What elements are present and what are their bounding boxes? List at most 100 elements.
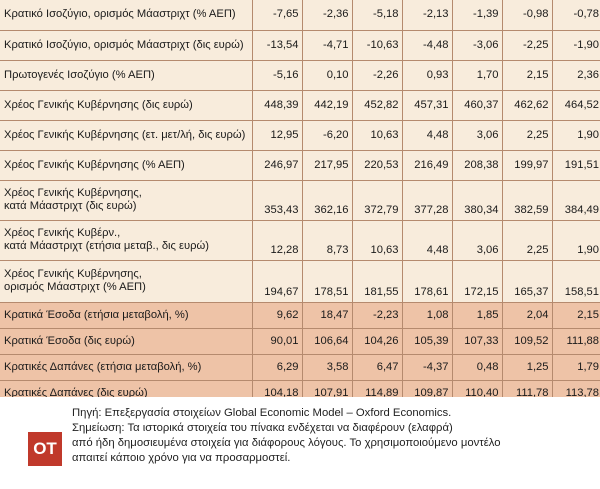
value-cell: 12,28 <box>252 220 303 261</box>
value-cell: 217,95 <box>302 150 353 181</box>
ot-logo: ΟΤ <box>28 432 62 466</box>
value-cell: 380,34 <box>452 180 503 221</box>
row-label-line: ορισμός Μάαστριχτ (% ΑΕΠ) <box>4 281 146 293</box>
value-cell: 107,33 <box>452 328 503 355</box>
table-row: Κρατικές Δαπάνες (ετήσια μεταβολή, %) 6,2… <box>0 354 600 381</box>
value-cell: 1,90 <box>552 120 600 151</box>
table-row: Κρατικά Έσοδα (ετήσια μεταβολή, %) 9,62 18… <box>0 302 600 329</box>
value-cell: -5,18 <box>352 0 403 31</box>
value-cell: 384,49 <box>552 180 600 221</box>
row-label-line: κατά Μάαστριχτ (ετήσια μεταβ., δις ευρώ) <box>4 240 209 252</box>
table-row: Χρέος Γενικής Κυβέρνησης, ορισμός Μάαστρι… <box>0 260 600 303</box>
value-cell: 12,95 <box>252 120 303 151</box>
note-line: από ήδη δημοσιευμένα στοιχεία για διάφορ… <box>72 437 501 449</box>
value-cell: 452,82 <box>352 90 403 121</box>
footnotes: Πηγή: Επεξεργασία στοιχείων Global Econo… <box>72 406 592 466</box>
value-cell: -0,78 <box>552 0 600 31</box>
value-cell: 1,85 <box>452 302 503 329</box>
value-cell: -2,26 <box>352 60 403 91</box>
row-label: Χρέος Γενικής Κυβέρνησης (ετ. μετ/λή, δι… <box>0 120 253 151</box>
value-cell: 105,39 <box>402 328 453 355</box>
value-cell: 2,15 <box>502 60 553 91</box>
value-cell: 2,36 <box>552 60 600 91</box>
fiscal-table: Κρατικό Ισοζύγιο, ορισμός Μάαστριχτ (% Α… <box>0 0 600 407</box>
row-label-line: Χρέος Γενικής Κυβέρν., <box>4 227 121 239</box>
value-cell: -1,39 <box>452 0 503 31</box>
row-label-line: κατά Μάαστριχτ (δις ευρώ) <box>4 200 137 212</box>
value-cell: 0,48 <box>452 354 503 381</box>
value-cell: 377,28 <box>402 180 453 221</box>
value-cell: 382,59 <box>502 180 553 221</box>
table-row: Χρέος Γενικής Κυβέρν., κατά Μάαστριχτ (ετ… <box>0 220 600 261</box>
value-cell: -7,65 <box>252 0 303 31</box>
value-cell: -4,71 <box>302 30 353 61</box>
row-label: Χρέος Γενικής Κυβέρνησης, ορισμός Μάαστρι… <box>0 260 253 303</box>
value-cell: 10,63 <box>352 120 403 151</box>
row-label-line: Κρατικά Έσοδα (δις ευρώ) <box>4 334 135 347</box>
note-line: Σημείωση: Τα ιστορικά στοιχεία του πίνακ… <box>72 422 453 434</box>
value-cell: 172,15 <box>452 260 503 303</box>
value-cell: 362,16 <box>302 180 353 221</box>
footer <box>0 397 600 489</box>
value-cell: 448,39 <box>252 90 303 121</box>
value-cell: 2,25 <box>502 120 553 151</box>
value-cell: 18,47 <box>302 302 353 329</box>
row-label: Χρέος Γενικής Κυβέρνησης (% ΑΕΠ) <box>0 150 253 181</box>
row-label-line: Κρατικό Ισοζύγιο, ορισμός Μάαστριχτ (δις… <box>4 38 244 51</box>
source-line: Πηγή: Επεξεργασία στοιχείων Global Econo… <box>72 407 452 419</box>
value-cell: 442,19 <box>302 90 353 121</box>
value-cell: 3,06 <box>452 220 503 261</box>
value-cell: 4,48 <box>402 220 453 261</box>
value-cell: 90,01 <box>252 328 303 355</box>
value-cell: 191,51 <box>552 150 600 181</box>
value-cell: -6,20 <box>302 120 353 151</box>
value-cell: 4,48 <box>402 120 453 151</box>
value-cell: -2,23 <box>352 302 403 329</box>
value-cell: 1,70 <box>452 60 503 91</box>
table-row: Πρωτογενές Ισοζύγιο (% ΑΕΠ) -5,16 0,10 -2,2… <box>0 60 600 91</box>
row-label: Κρατικό Ισοζύγιο, ορισμός Μάαστριχτ (δις… <box>0 30 253 61</box>
value-cell: -5,16 <box>252 60 303 91</box>
row-label: Πρωτογενές Ισοζύγιο (% ΑΕΠ) <box>0 60 253 91</box>
value-cell: 158,51 <box>552 260 600 303</box>
value-cell: 464,52 <box>552 90 600 121</box>
fiscal-table-container: Κρατικό Ισοζύγιο, ορισμός Μάαστριχτ (% Α… <box>0 0 600 407</box>
table-row: Κρατικό Ισοζύγιο, ορισμός Μάαστριχτ (% Α… <box>0 0 600 31</box>
table-row: Κρατικά Έσοδα (δις ευρώ) 90,01 106,64 104,2… <box>0 328 600 355</box>
table-row: Χρέος Γενικής Κυβέρνησης (δις ευρώ) 448,3… <box>0 90 600 121</box>
value-cell: 208,38 <box>452 150 503 181</box>
fiscal-table-body: Κρατικό Ισοζύγιο, ορισμός Μάαστριχτ (% Α… <box>0 0 600 407</box>
value-cell: 3,58 <box>302 354 353 381</box>
logo-text: ΟΤ <box>33 439 57 458</box>
value-cell: -2,13 <box>402 0 453 31</box>
value-cell: 6,29 <box>252 354 303 381</box>
value-cell: 181,55 <box>352 260 403 303</box>
table-row: Χρέος Γενικής Κυβέρνησης, κατά Μάαστριχτ … <box>0 180 600 221</box>
value-cell: 104,26 <box>352 328 403 355</box>
value-cell: 353,43 <box>252 180 303 221</box>
value-cell: 199,97 <box>502 150 553 181</box>
value-cell: 10,63 <box>352 220 403 261</box>
row-label: Κρατικά Έσοδα (δις ευρώ) <box>0 328 253 355</box>
value-cell: 109,52 <box>502 328 553 355</box>
value-cell: -0,98 <box>502 0 553 31</box>
row-label: Χρέος Γενικής Κυβέρν., κατά Μάαστριχτ (ετ… <box>0 220 253 261</box>
value-cell: -2,25 <box>502 30 553 61</box>
row-label-line: Πρωτογενές Ισοζύγιο (% ΑΕΠ) <box>4 68 155 81</box>
table-row: Κρατικό Ισοζύγιο, ορισμός Μάαστριχτ (δις… <box>0 30 600 61</box>
value-cell: 372,79 <box>352 180 403 221</box>
row-label-line: Χρέος Γενικής Κυβέρνησης (% ΑΕΠ) <box>4 158 185 171</box>
value-cell: 165,37 <box>502 260 553 303</box>
value-cell: -1,90 <box>552 30 600 61</box>
value-cell: 2,15 <box>552 302 600 329</box>
value-cell: 178,61 <box>402 260 453 303</box>
value-cell: 106,64 <box>302 328 353 355</box>
value-cell: -4,37 <box>402 354 453 381</box>
value-cell: 6,47 <box>352 354 403 381</box>
value-cell: -13,54 <box>252 30 303 61</box>
row-label-line: Χρέος Γενικής Κυβέρνησης (ετ. μετ/λή, δι… <box>4 128 246 141</box>
value-cell: 1,90 <box>552 220 600 261</box>
value-cell: 9,62 <box>252 302 303 329</box>
value-cell: 2,04 <box>502 302 553 329</box>
value-cell: -4,48 <box>402 30 453 61</box>
